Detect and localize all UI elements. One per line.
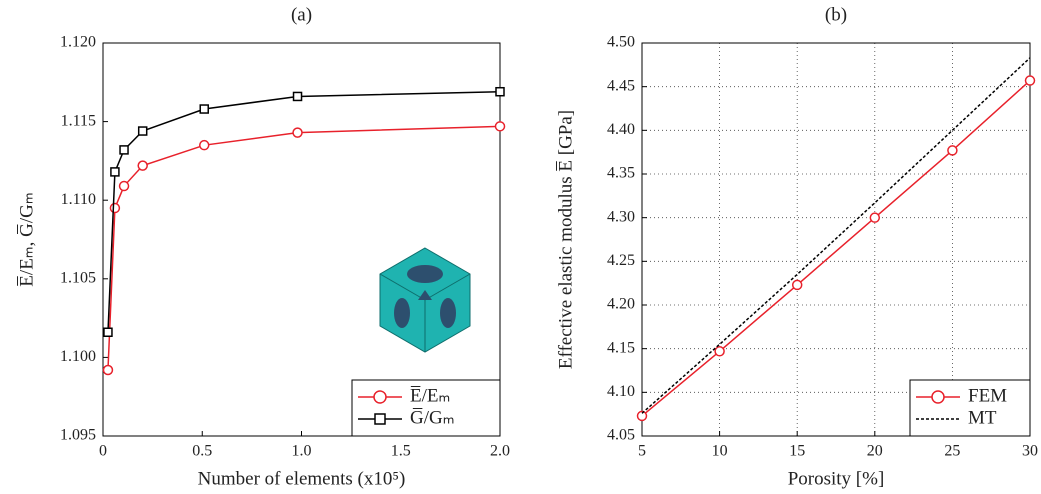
marker: [948, 146, 957, 155]
marker: [1026, 76, 1035, 85]
x-tick-label: 5: [638, 443, 646, 460]
marker: [496, 122, 505, 131]
x-tick-label: 20: [867, 443, 883, 460]
chart-title: (a): [291, 4, 312, 25]
x-tick-label: 1.5: [391, 443, 411, 460]
x-tick-label: 15: [789, 443, 805, 460]
y-tick-label: 1.115: [61, 112, 96, 129]
y-tick-label: 4.45: [607, 77, 635, 94]
y-tick-label: 4.20: [607, 296, 635, 313]
marker: [120, 182, 129, 191]
marker: [200, 141, 209, 150]
marker: [104, 328, 112, 336]
y-tick-label: 1.105: [60, 269, 96, 286]
y-tick-label: 1.120: [60, 34, 96, 51]
chart-title: (b): [825, 4, 847, 25]
marker: [139, 127, 147, 135]
legend-label: FEM: [968, 385, 1007, 406]
marker: [870, 213, 879, 222]
y-tick-label: 4.15: [607, 339, 635, 356]
y-tick-label: 1.110: [61, 191, 96, 208]
legend-label: G̅/Gₘ: [410, 407, 455, 428]
marker: [793, 280, 802, 289]
x-axis-label: Porosity [%]: [788, 468, 885, 489]
series-line: [642, 81, 1030, 416]
inset-cube: [380, 248, 470, 352]
y-tick-label: 4.30: [607, 208, 635, 225]
x-tick-label: 1.0: [292, 443, 312, 460]
legend-marker: [932, 391, 944, 403]
legend-marker: [374, 391, 386, 403]
series-line: [642, 58, 1030, 413]
marker: [293, 128, 302, 137]
marker: [110, 204, 119, 213]
x-axis-label: Number of elements (x10⁵): [198, 468, 406, 489]
chart: (a) Number of elements (x10⁵) E̅/Eₘ, G̅/Gₘ…: [0, 0, 1041, 494]
marker: [111, 168, 119, 176]
y-axis-label: E̅/Eₘ, G̅/Gₘ: [16, 192, 37, 286]
marker: [294, 92, 302, 100]
x-tick-label: 30: [1022, 443, 1038, 460]
y-tick-label: 4.10: [607, 383, 635, 400]
y-axis-label: Effective elastic modulus E̅ [GPa]: [555, 110, 576, 369]
plot-frame: [103, 43, 500, 436]
x-tick-label: 10: [712, 443, 728, 460]
y-tick-label: 1.095: [60, 427, 96, 444]
y-tick-label: 1.100: [60, 348, 96, 365]
y-tick-label: 4.35: [607, 165, 635, 182]
marker: [103, 365, 112, 374]
legend-label: MT: [968, 407, 997, 428]
marker: [715, 347, 724, 356]
legend-label: E̅/Eₘ: [410, 385, 450, 406]
legend-marker: [375, 414, 385, 424]
marker: [120, 146, 128, 154]
y-tick-label: 4.05: [607, 427, 635, 444]
y-tick-label: 4.40: [607, 121, 635, 138]
x-tick-label: 0: [99, 443, 107, 460]
x-tick-label: 25: [944, 443, 960, 460]
marker: [138, 161, 147, 170]
y-tick-label: 4.50: [607, 34, 635, 51]
x-tick-label: 2.0: [490, 443, 510, 460]
marker: [496, 88, 504, 96]
y-tick-label: 4.25: [607, 252, 635, 269]
x-tick-label: 0.5: [192, 443, 212, 460]
marker: [200, 105, 208, 113]
